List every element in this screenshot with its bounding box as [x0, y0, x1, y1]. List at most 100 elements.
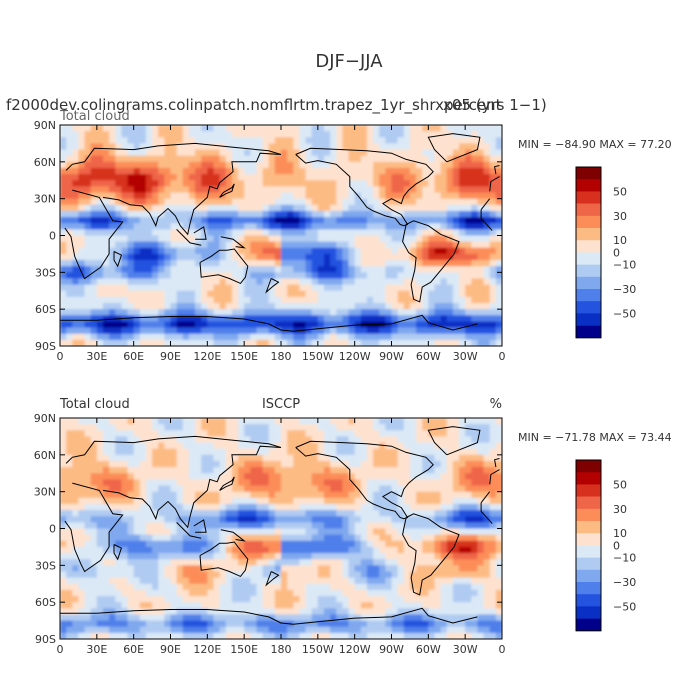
colorbar-label: 0: [613, 539, 620, 552]
lon-tick-label: 90W: [379, 350, 404, 363]
colorbar-swatch: [576, 215, 601, 229]
coastline: [199, 541, 249, 578]
panel-model-variable-label: Total cloud: [59, 109, 130, 124]
colorbar-obs: 50 30 100−10 −30 −50: [575, 459, 636, 632]
coastline: [176, 229, 202, 246]
lon-tick-label: 150E: [230, 350, 258, 363]
panel-obs-stats: MIN = −71.78 MAX = 73.44: [518, 431, 672, 444]
lat-tick-label: 0: [49, 523, 56, 536]
lon-tick-label: 120W: [339, 350, 371, 363]
colorbar-swatch: [576, 533, 601, 546]
coastline: [489, 176, 500, 192]
coastline: [219, 183, 235, 198]
coastline: [193, 519, 207, 533]
panel-obs-source-label: ISCCP: [262, 397, 300, 412]
lat-tick-label: 90N: [34, 119, 56, 132]
lat-tick-label: 0: [49, 230, 56, 243]
lat-tick-label: 60N: [34, 156, 56, 169]
coastline: [489, 469, 500, 485]
colorbar-swatch: [576, 325, 601, 339]
colorbar-label: 30: [613, 503, 627, 516]
colorbar-swatch: [576, 264, 601, 278]
colorbar-label: 10: [613, 234, 627, 247]
colorbar-swatch: [576, 460, 601, 473]
lon-tick-label: 30E: [86, 350, 107, 363]
coastline: [193, 226, 207, 240]
colorbar-swatch: [576, 228, 601, 241]
lon-tick-label: 30W: [453, 350, 478, 363]
coastline: [220, 236, 246, 249]
lon-tick-label: 120W: [339, 643, 371, 656]
lon-tick-label: 0: [499, 350, 506, 363]
coastlines: [60, 133, 500, 332]
colorbar-swatch: [576, 618, 601, 632]
lat-tick-label: 30N: [34, 486, 56, 499]
colorbar-swatch: [576, 240, 601, 253]
field-cells: [60, 418, 502, 639]
field-cells: [60, 125, 502, 346]
lon-tick-label: 120E: [193, 350, 221, 363]
coastline: [427, 426, 481, 456]
colorbar-label: −30: [613, 576, 636, 589]
colorbar-label: −10: [613, 259, 636, 272]
coastline: [219, 476, 235, 491]
colorbar-model: 50 30 100−10 −30 −50: [575, 166, 636, 339]
colorbar-swatch: [576, 545, 601, 558]
coastline: [402, 513, 460, 596]
colorbar-label: 50: [613, 185, 627, 198]
colorbar-swatch: [576, 252, 601, 265]
colorbar-swatch: [576, 582, 601, 595]
colorbar-swatch: [576, 301, 601, 314]
panel-model-header: f2000dev.colingrams.colinpatch.nomflrtm.…: [6, 96, 502, 115]
lon-tick-label: 90E: [160, 350, 181, 363]
panel-obs: Total cloud ISCCP % 90N60N30N030S60S90S0…: [34, 397, 672, 656]
colorbar-swatch: [576, 313, 601, 326]
coastline: [176, 522, 202, 539]
coastline: [64, 189, 124, 280]
lon-tick-label: 60E: [123, 350, 144, 363]
colorbar-swatch: [576, 557, 601, 571]
lat-tick-label: 90S: [35, 340, 56, 353]
coastline: [102, 152, 282, 236]
coastline: [65, 142, 282, 171]
lat-tick-label: 30S: [35, 266, 56, 279]
coastline: [65, 435, 282, 464]
lon-tick-label: 150W: [302, 350, 334, 363]
coastline: [113, 544, 123, 561]
colorbar-swatch: [576, 606, 601, 619]
lat-tick-label: 90S: [35, 633, 56, 646]
lon-tick-label: 60E: [123, 643, 144, 656]
coastline: [494, 458, 500, 468]
colorbar-swatch: [576, 508, 601, 522]
coastline: [402, 220, 460, 303]
lon-tick-label: 180: [271, 643, 292, 656]
coastline: [64, 482, 124, 573]
coastline: [265, 278, 280, 294]
panel-obs-variable-label: Total cloud: [59, 397, 130, 412]
coastline: [494, 165, 500, 175]
lon-tick-label: 90E: [160, 643, 181, 656]
colorbar-label: −30: [613, 283, 636, 296]
colorbar-swatch: [576, 484, 601, 497]
lat-tick-label: 60S: [35, 303, 56, 316]
colorbar-swatch: [576, 472, 601, 485]
coastline: [295, 440, 434, 520]
lon-tick-label: 0: [57, 643, 64, 656]
lat-tick-label: 30S: [35, 559, 56, 572]
lon-tick-label: 30W: [453, 643, 478, 656]
colorbar-label: 10: [613, 527, 627, 540]
colorbar-swatch: [576, 569, 601, 583]
colorbar-label: −50: [613, 307, 636, 320]
colorbar-swatch: [576, 496, 601, 510]
lat-tick-label: 30N: [34, 193, 56, 206]
figure-title: DJF−JJA: [315, 51, 383, 72]
colorbar-frame: [575, 459, 602, 632]
coastline: [427, 133, 481, 163]
coastline: [480, 491, 491, 504]
lon-tick-label: 150E: [230, 643, 258, 656]
coastline: [199, 248, 249, 285]
panel-model-header-suffix: x05 (yrs 1−1): [443, 96, 547, 114]
colorbar-swatch: [576, 179, 601, 192]
